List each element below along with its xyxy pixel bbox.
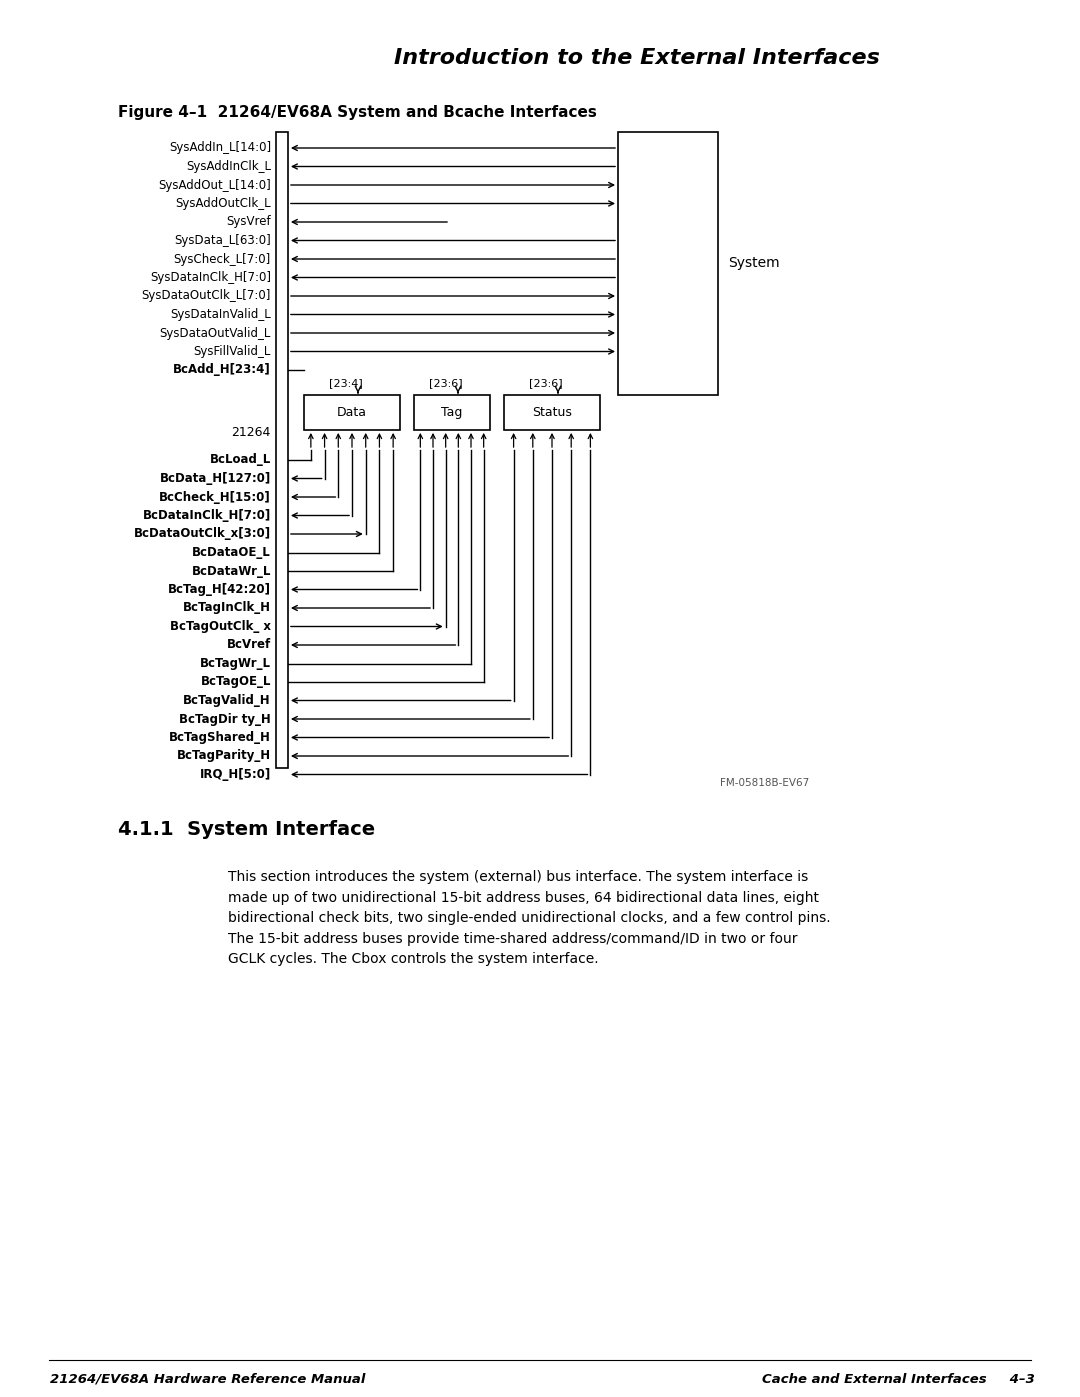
Text: BcDataWr_L: BcDataWr_L	[191, 564, 271, 577]
Text: BcTagOutClk_ x: BcTagOutClk_ x	[170, 620, 271, 633]
Text: SysVref: SysVref	[227, 215, 271, 229]
Text: 21264/EV68A Hardware Reference Manual: 21264/EV68A Hardware Reference Manual	[50, 1373, 365, 1386]
Text: BcTagDir ty_H: BcTagDir ty_H	[179, 712, 271, 725]
Text: 21264: 21264	[231, 426, 271, 439]
Bar	[303, 395, 400, 430]
Text: [23:4]: [23:4]	[329, 379, 363, 388]
Text: BcCheck_H[15:0]: BcCheck_H[15:0]	[159, 490, 271, 503]
Text: Tag: Tag	[442, 407, 462, 419]
Text: SysAddOutClk_L: SysAddOutClk_L	[175, 197, 271, 210]
Text: BcDataOutClk_x[3:0]: BcDataOutClk_x[3:0]	[134, 528, 271, 541]
Text: BcAdd_H[23:4]: BcAdd_H[23:4]	[173, 363, 271, 377]
Text: BcTagOE_L: BcTagOE_L	[201, 676, 271, 689]
Text: SysAddOut_L[14:0]: SysAddOut_L[14:0]	[159, 179, 271, 191]
Bar	[504, 395, 600, 430]
Text: SysDataOutValid_L: SysDataOutValid_L	[160, 327, 271, 339]
Text: [23:6]: [23:6]	[529, 379, 563, 388]
Bar	[276, 131, 288, 768]
Text: BcLoad_L: BcLoad_L	[210, 454, 271, 467]
Bar	[414, 395, 490, 430]
Text: BcTagInClk_H: BcTagInClk_H	[183, 602, 271, 615]
Text: Status: Status	[532, 407, 572, 419]
Text: 4.1.1  System Interface: 4.1.1 System Interface	[118, 820, 375, 840]
Text: SysDataInClk_H[7:0]: SysDataInClk_H[7:0]	[150, 271, 271, 284]
Text: [23:6]: [23:6]	[429, 379, 463, 388]
Text: IRQ_H[5:0]: IRQ_H[5:0]	[200, 768, 271, 781]
Text: BcDataOE_L: BcDataOE_L	[192, 546, 271, 559]
Text: BcDataInClk_H[7:0]: BcDataInClk_H[7:0]	[143, 509, 271, 522]
Text: Introduction to the External Interfaces: Introduction to the External Interfaces	[394, 47, 880, 68]
Text: Data: Data	[337, 407, 367, 419]
Text: BcTagShared_H: BcTagShared_H	[170, 731, 271, 745]
Text: FM-05818B-EV67: FM-05818B-EV67	[720, 778, 809, 788]
Text: This section introduces the system (external) bus interface. The system interfac: This section introduces the system (exte…	[228, 870, 831, 967]
Text: SysData_L[63:0]: SysData_L[63:0]	[174, 235, 271, 247]
Text: Figure 4–1  21264/EV68A System and Bcache Interfaces: Figure 4–1 21264/EV68A System and Bcache…	[118, 105, 597, 120]
Text: SysAddInClk_L: SysAddInClk_L	[186, 161, 271, 173]
Text: SysFillValid_L: SysFillValid_L	[193, 345, 271, 358]
Text: SysDataInValid_L: SysDataInValid_L	[171, 307, 271, 321]
Text: System: System	[728, 257, 780, 271]
Text: BcTagParity_H: BcTagParity_H	[177, 750, 271, 763]
Text: BcTag_H[42:20]: BcTag_H[42:20]	[168, 583, 271, 597]
Text: Cache and External Interfaces     4–3: Cache and External Interfaces 4–3	[762, 1373, 1035, 1386]
Text: SysDataOutClk_L[7:0]: SysDataOutClk_L[7:0]	[141, 289, 271, 303]
Text: SysCheck_L[7:0]: SysCheck_L[7:0]	[174, 253, 271, 265]
Text: BcTagWr_L: BcTagWr_L	[200, 657, 271, 671]
Text: SysAddIn_L[14:0]: SysAddIn_L[14:0]	[168, 141, 271, 155]
Text: BcTagValid_H: BcTagValid_H	[184, 694, 271, 707]
Text: BcVref: BcVref	[227, 638, 271, 651]
Bar	[618, 131, 718, 395]
Text: BcData_H[127:0]: BcData_H[127:0]	[160, 472, 271, 485]
